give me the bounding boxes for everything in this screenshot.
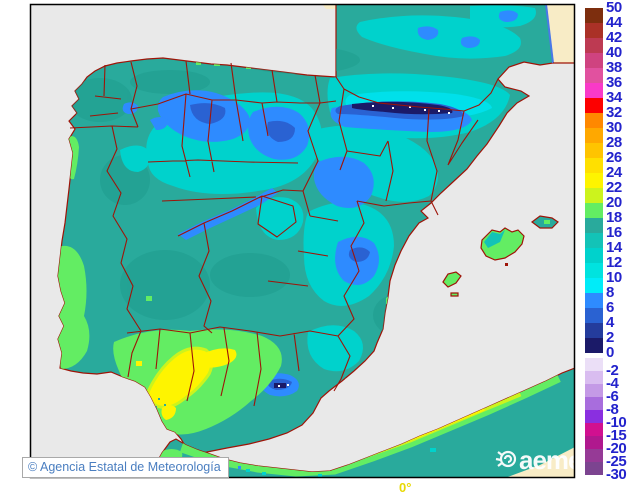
scale-swatch — [585, 436, 603, 449]
scale-swatch — [585, 263, 603, 278]
scale-swatch — [585, 293, 603, 308]
scale-label: 38 — [606, 59, 622, 76]
scale-swatch — [585, 218, 603, 233]
scale-swatch — [585, 53, 603, 68]
scale-swatch — [585, 113, 603, 128]
scale-label: -20 — [606, 440, 627, 457]
scale-label: 16 — [606, 224, 622, 241]
aemet-watermark: aemet — [495, 445, 590, 475]
scale-swatch — [585, 143, 603, 158]
nodata-region-se — [505, 447, 575, 478]
scale-label: 18 — [606, 209, 622, 226]
scale-label: 26 — [606, 149, 622, 166]
scale-label: 2 — [606, 329, 614, 346]
scale-label: -10 — [606, 414, 627, 431]
scale-label: 12 — [606, 254, 622, 271]
scale-swatch — [585, 410, 603, 423]
copyright-text: © Agencia Estatal de Meteorología — [28, 460, 221, 474]
scale-swatch — [585, 188, 603, 203]
scale-label: -2 — [606, 362, 619, 379]
scale-swatch — [585, 323, 603, 338]
scale-swatch — [585, 158, 603, 173]
province-borders — [69, 60, 499, 407]
scale-label: 32 — [606, 104, 622, 121]
scale-label: -25 — [606, 453, 627, 470]
scale-swatch — [585, 358, 603, 371]
scale-label: 36 — [606, 74, 622, 91]
meridian-label: 0° — [399, 480, 412, 495]
scale-swatch — [585, 371, 603, 384]
scale-swatch — [585, 173, 603, 188]
map-frame — [29, 3, 576, 479]
scale-label: -15 — [606, 427, 627, 444]
temperature-field — [58, 5, 536, 435]
scale-label: 24 — [606, 164, 622, 181]
scale-swatch — [585, 248, 603, 263]
scale-label: 8 — [606, 284, 614, 301]
color-scale: 50 44 42 40 38 36 34 32 30 28 26 24 22 20 18 16 14 12 10 8 6… — [585, 0, 630, 500]
aemet-watermark-text: aemet — [519, 445, 590, 475]
scale-swatch — [585, 397, 603, 410]
scale-swatch — [585, 98, 603, 113]
scale-swatch — [585, 449, 603, 462]
scale-swatch — [585, 68, 603, 83]
scale-label: 44 — [606, 14, 622, 31]
scale-label: 20 — [606, 194, 622, 211]
scale-label: 4 — [606, 314, 614, 331]
scale-label: 30 — [606, 119, 622, 136]
scale-label: 0 — [606, 344, 614, 361]
scale-swatch — [585, 384, 603, 397]
scale-swatch — [585, 83, 603, 98]
scale-label: 22 — [606, 179, 622, 196]
scale-label: 10 — [606, 269, 622, 286]
scale-label: -8 — [606, 401, 619, 418]
scale-swatch — [585, 128, 603, 143]
scale-swatch — [585, 233, 603, 248]
scale-label: -30 — [606, 466, 627, 483]
scale-label: 6 — [606, 299, 614, 316]
scale-swatch — [585, 8, 603, 23]
scale-swatch — [585, 308, 603, 323]
scale-swatch — [585, 278, 603, 293]
scale-swatch — [585, 38, 603, 53]
scale-label: -6 — [606, 388, 619, 405]
scale-label: -4 — [606, 375, 619, 392]
scale-swatch — [585, 203, 603, 218]
nodata-region-ne — [546, 4, 575, 63]
scale-swatch — [585, 23, 603, 38]
scale-swatch — [585, 423, 603, 436]
domain-boundary-line — [545, 4, 554, 64]
scale-swatch — [585, 338, 603, 353]
scale-label: 34 — [606, 89, 622, 106]
scale-swatch — [585, 462, 603, 475]
copyright-box: © Agencia Estatal de Meteorología — [22, 457, 229, 478]
scale-label: 14 — [606, 239, 622, 256]
scale-label: 40 — [606, 44, 622, 61]
scale-label: 28 — [606, 134, 622, 151]
scale-label: 50 — [606, 0, 622, 16]
scale-label: 42 — [606, 29, 622, 46]
